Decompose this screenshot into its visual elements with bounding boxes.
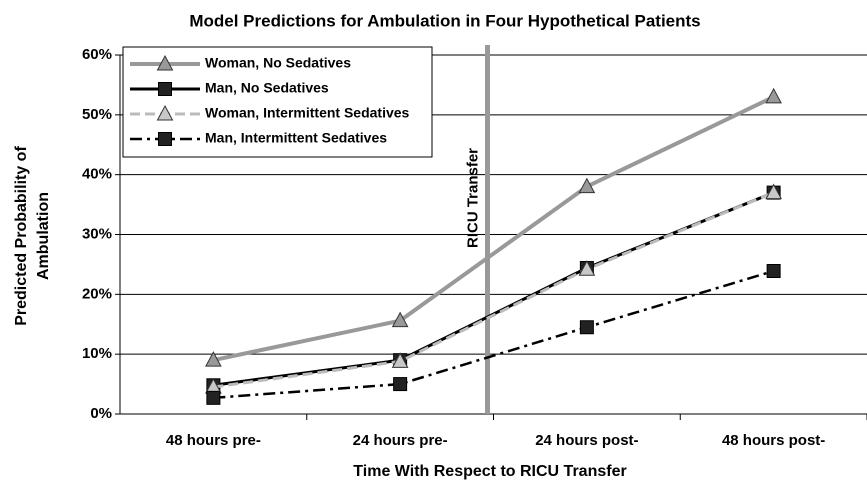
y-tick-label: 60% <box>82 46 112 63</box>
annotation: RICU Transfer <box>464 148 481 248</box>
marker <box>205 351 222 367</box>
x-tick-label: 48 hours post- <box>722 432 825 449</box>
y-axis-label: Ambulation <box>35 192 52 280</box>
series-line <box>212 95 775 363</box>
y-axis-label: Predicted Probability of <box>13 146 30 326</box>
x-tick-label: 24 hours post- <box>535 432 638 449</box>
y-tick-label: 10% <box>82 345 112 362</box>
marker <box>578 260 596 276</box>
series-line <box>213 269 774 400</box>
x-axis-label: Time With Respect to RICU Transfer <box>353 463 626 480</box>
marker <box>765 183 782 200</box>
legend-label: Woman, No Sedatives <box>205 55 351 71</box>
y-tick-label: 30% <box>82 225 112 242</box>
marker <box>393 377 408 392</box>
y-tick-label: 0% <box>90 405 112 422</box>
marker <box>156 104 174 121</box>
y-tick-label: 50% <box>82 106 112 123</box>
legend-label: Woman, Intermittent Sedatives <box>205 105 410 121</box>
legend-label: Man, No Sedatives <box>205 80 329 96</box>
x-tick-label: 48 hours pre- <box>166 432 261 449</box>
marker <box>578 177 596 194</box>
legend: Woman, No Sedatives Man, No Sedatives Woma… <box>122 46 433 158</box>
marker <box>766 263 781 278</box>
x-tick-label: 24 hours pre- <box>353 432 448 449</box>
marker <box>156 54 174 71</box>
marker <box>158 82 172 96</box>
marker <box>391 311 409 328</box>
legend-label: Man, Intermittent Sedatives <box>205 130 387 146</box>
marker <box>206 390 221 405</box>
marker <box>765 87 782 104</box>
y-tick-label: 40% <box>82 166 112 183</box>
chart-title: Model Predictions for Ambulation in Four… <box>189 11 700 30</box>
marker <box>158 132 172 146</box>
marker <box>391 352 409 368</box>
series-line <box>213 191 775 389</box>
y-tick-label: 20% <box>82 285 112 302</box>
marker <box>579 320 594 335</box>
